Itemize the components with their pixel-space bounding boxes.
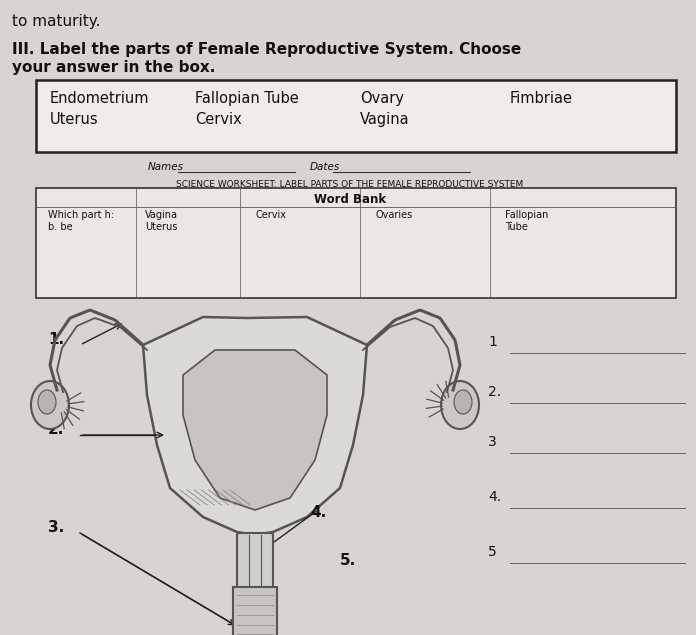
Bar — [233, 587, 277, 635]
Text: 4.: 4. — [488, 490, 501, 504]
Text: Ovary: Ovary — [360, 91, 404, 106]
Text: Uterus: Uterus — [50, 112, 99, 127]
Ellipse shape — [38, 390, 56, 414]
Text: 3: 3 — [488, 435, 497, 449]
Text: to maturity.: to maturity. — [12, 14, 100, 29]
Text: 1.: 1. — [48, 332, 64, 347]
Ellipse shape — [441, 381, 479, 429]
Text: b. be: b. be — [48, 222, 72, 232]
Bar — [36, 188, 676, 298]
Text: 4.: 4. — [310, 505, 326, 520]
Text: 1: 1 — [488, 335, 497, 349]
Text: your answer in the box.: your answer in the box. — [12, 60, 215, 75]
Text: III. Label the parts of Female Reproductive System. Choose: III. Label the parts of Female Reproduct… — [12, 42, 521, 57]
Text: Vagina: Vagina — [360, 112, 410, 127]
Text: Fallopian Tube: Fallopian Tube — [195, 91, 299, 106]
PathPatch shape — [183, 350, 327, 510]
Text: 2.: 2. — [48, 422, 64, 437]
Text: Cervix: Cervix — [255, 210, 286, 220]
PathPatch shape — [143, 317, 367, 535]
Text: Endometrium: Endometrium — [50, 91, 150, 106]
Text: Tube: Tube — [505, 222, 528, 232]
Text: 5: 5 — [488, 545, 497, 559]
Bar — [36, 80, 676, 152]
Text: SCIENCE WORKSHEET: LABEL PARTS OF THE FEMALE REPRODUCTIVE SYSTEM: SCIENCE WORKSHEET: LABEL PARTS OF THE FE… — [176, 180, 523, 189]
Text: Word Bank: Word Bank — [314, 193, 386, 206]
Text: Which part h:: Which part h: — [48, 210, 114, 220]
Text: Uterus: Uterus — [145, 222, 177, 232]
FancyBboxPatch shape — [237, 533, 273, 589]
Text: Ovaries: Ovaries — [375, 210, 412, 220]
Text: Cervix: Cervix — [195, 112, 242, 127]
Text: 2.: 2. — [488, 385, 501, 399]
Text: 5.: 5. — [340, 553, 356, 568]
Ellipse shape — [454, 390, 472, 414]
Text: Names: Names — [148, 162, 184, 172]
Ellipse shape — [31, 381, 69, 429]
Text: 3.: 3. — [48, 520, 64, 535]
Text: Fallopian: Fallopian — [505, 210, 548, 220]
Text: Fimbriae: Fimbriae — [510, 91, 573, 106]
Text: Vagina: Vagina — [145, 210, 178, 220]
Text: Dates: Dates — [310, 162, 340, 172]
